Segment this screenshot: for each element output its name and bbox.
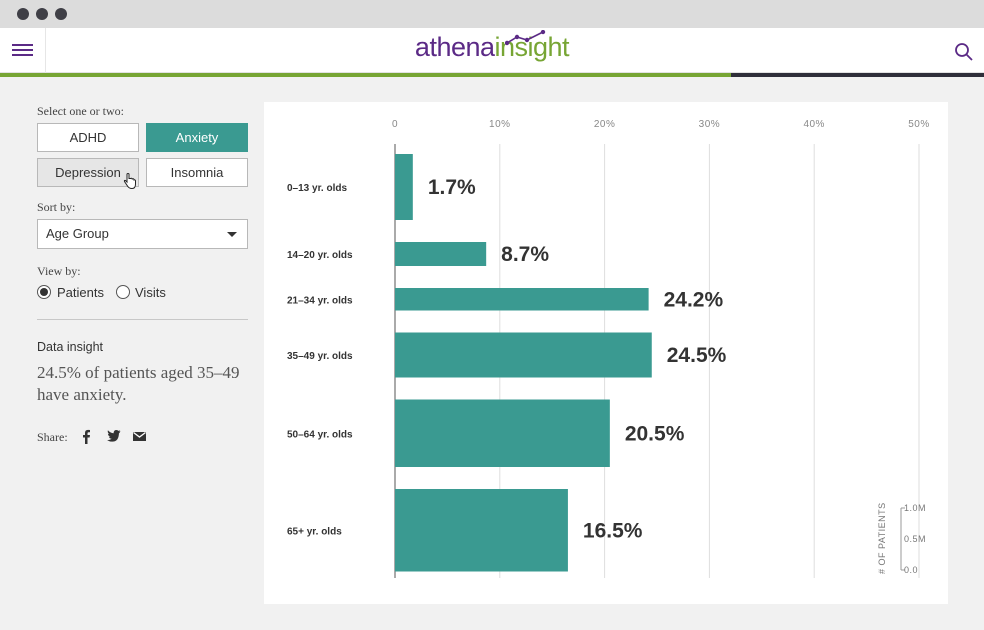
site-logo[interactable]: athenainsight: [0, 32, 984, 63]
sort-select[interactable]: Age Group: [37, 219, 248, 249]
logo-sparkline-icon: [505, 30, 546, 46]
window-titlebar: [0, 0, 984, 28]
x-tick-label: 50%: [908, 119, 930, 130]
legend-tick-label: 0.5M: [904, 534, 926, 544]
email-icon[interactable]: [132, 429, 147, 444]
chevron-down-icon: [227, 232, 237, 237]
x-tick-label: 10%: [489, 119, 511, 130]
radio-selected-dot: [40, 288, 48, 296]
window-maximize-dot[interactable]: [55, 8, 67, 20]
bar[interactable]: [395, 399, 610, 468]
window-minimize-dot[interactable]: [36, 8, 48, 20]
radio-patients-label[interactable]: Patients: [57, 285, 104, 300]
header-accent-dark: [731, 73, 984, 77]
bar[interactable]: [395, 242, 487, 266]
header-accent-green: [0, 73, 731, 77]
legend-title: # OF PATIENTS: [877, 502, 887, 574]
sort-label: Sort by:: [37, 200, 76, 214]
bar[interactable]: [395, 154, 413, 220]
radio-visits-label[interactable]: Visits: [135, 285, 166, 300]
condition-button-adhd[interactable]: ADHD: [37, 123, 139, 152]
chart-panel: 0 10% 20% 30% 40% 50% 0–13 yr. olds 1.7% 14–20 y…: [264, 102, 948, 604]
data-label: 20.5%: [625, 422, 685, 445]
category-label: 0–13 yr. olds: [287, 183, 347, 194]
insight-text: 24.5% of patients aged 35–49 have anxiet…: [37, 363, 240, 404]
condition-button-insomnia[interactable]: Insomnia: [146, 158, 248, 187]
x-tick-label: 30%: [699, 119, 721, 130]
twitter-icon[interactable]: [104, 429, 121, 444]
category-label: 14–20 yr. olds: [287, 250, 353, 261]
bar[interactable]: [395, 332, 652, 378]
x-tick-label: 0: [392, 119, 398, 130]
legend-tick-label: 1.0M: [904, 503, 926, 513]
sort-select-value: Age Group: [46, 226, 109, 241]
sidebar-divider: [37, 319, 248, 320]
x-tick-label: 40%: [803, 119, 825, 130]
select-label: Select one or two:: [37, 104, 124, 118]
category-label: 65+ yr. olds: [287, 526, 342, 537]
view-label: View by:: [37, 264, 81, 278]
bar[interactable]: [395, 489, 568, 572]
logo-text-athena: athena: [414, 32, 495, 62]
site-header: athenainsight: [0, 28, 984, 73]
x-tick-label: 20%: [594, 119, 616, 130]
legend-tick-label: 0.0: [904, 565, 918, 575]
hand-cursor-icon: [123, 173, 136, 190]
search-icon[interactable]: [952, 40, 976, 64]
data-label: 24.5%: [667, 344, 727, 367]
insight-title: Data insight: [37, 340, 104, 354]
age-group-bar-chart: 0 10% 20% 30% 40% 50% 0–13 yr. olds 1.7% 14–20 y…: [287, 119, 930, 578]
category-label: 50–64 yr. olds: [287, 429, 353, 440]
hamburger-menu-button[interactable]: [0, 28, 46, 73]
category-label: 35–49 yr. olds: [287, 351, 353, 362]
hamburger-menu-icon: [12, 44, 33, 46]
facebook-icon[interactable]: [81, 429, 91, 444]
category-label: 21–34 yr. olds: [287, 295, 353, 306]
data-label: 1.7%: [428, 176, 476, 199]
condition-button-depression[interactable]: Depression: [37, 158, 139, 187]
hamburger-line: [12, 54, 33, 56]
radio-visits[interactable]: [116, 285, 130, 299]
radio-patients[interactable]: [37, 285, 51, 299]
condition-button-anxiety[interactable]: Anxiety: [146, 123, 248, 152]
data-label: 16.5%: [583, 519, 643, 542]
data-label: 24.2%: [664, 288, 724, 311]
data-label: 8.7%: [501, 243, 549, 266]
window-close-dot[interactable]: [17, 8, 29, 20]
share-label: Share:: [37, 430, 68, 444]
bar[interactable]: [395, 288, 649, 311]
hamburger-line: [12, 49, 33, 51]
